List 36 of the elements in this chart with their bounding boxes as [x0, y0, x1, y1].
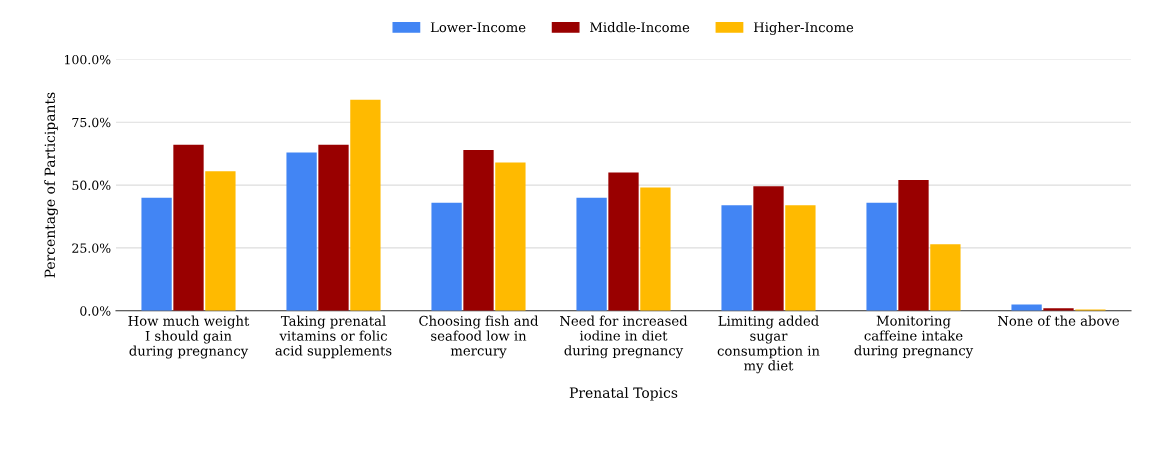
- bar: [930, 244, 961, 311]
- bar: [318, 144, 349, 311]
- legend-label: Lower-Income: [430, 22, 526, 33]
- bar: [785, 205, 816, 311]
- bar: [898, 180, 929, 311]
- y-tick-label: 100.0%: [65, 54, 111, 65]
- bar: [640, 187, 671, 311]
- bar: [431, 202, 462, 311]
- y-axis-title: Percentage of Participants: [44, 92, 58, 278]
- x-tick-label: Limiting added sugar consumption in my diet: [717, 315, 820, 374]
- bar: [173, 144, 204, 311]
- legend-label: Higher-Income: [753, 22, 854, 35]
- bar: [205, 171, 236, 311]
- bar: [608, 172, 639, 311]
- x-tick-label: Choosing fish and seafood low in mercury: [419, 315, 539, 359]
- bar: [350, 99, 381, 311]
- bar: [753, 186, 784, 311]
- bar: [1011, 304, 1042, 311]
- x-tick-label: None of the above: [997, 315, 1120, 326]
- legend-label: Middle-Income: [590, 22, 690, 33]
- bar: [141, 197, 172, 311]
- bar: [495, 162, 526, 311]
- y-tick-label: 25.0%: [72, 243, 111, 253]
- bar: [866, 202, 897, 311]
- bar: [286, 152, 317, 311]
- y-tick-label: 0.0%: [80, 306, 111, 316]
- bar: [576, 197, 607, 311]
- y-tick-label: 75.0%: [72, 117, 111, 128]
- bar: [721, 205, 752, 311]
- bar: [463, 149, 494, 311]
- x-tick-label: How much weight I should gain during pregnancy: [128, 315, 250, 359]
- x-tick-label: Need for increased iodine in diet during pregnancy: [560, 315, 688, 359]
- x-tick-label: Monitoring caffeine intake during pregnancy: [854, 315, 974, 359]
- x-axis-title: Prenatal Topics: [569, 387, 678, 401]
- y-tick-label: 50.0%: [72, 180, 111, 191]
- x-tick-label: Taking prenatal vitamins or folic acid supplements: [275, 315, 392, 359]
